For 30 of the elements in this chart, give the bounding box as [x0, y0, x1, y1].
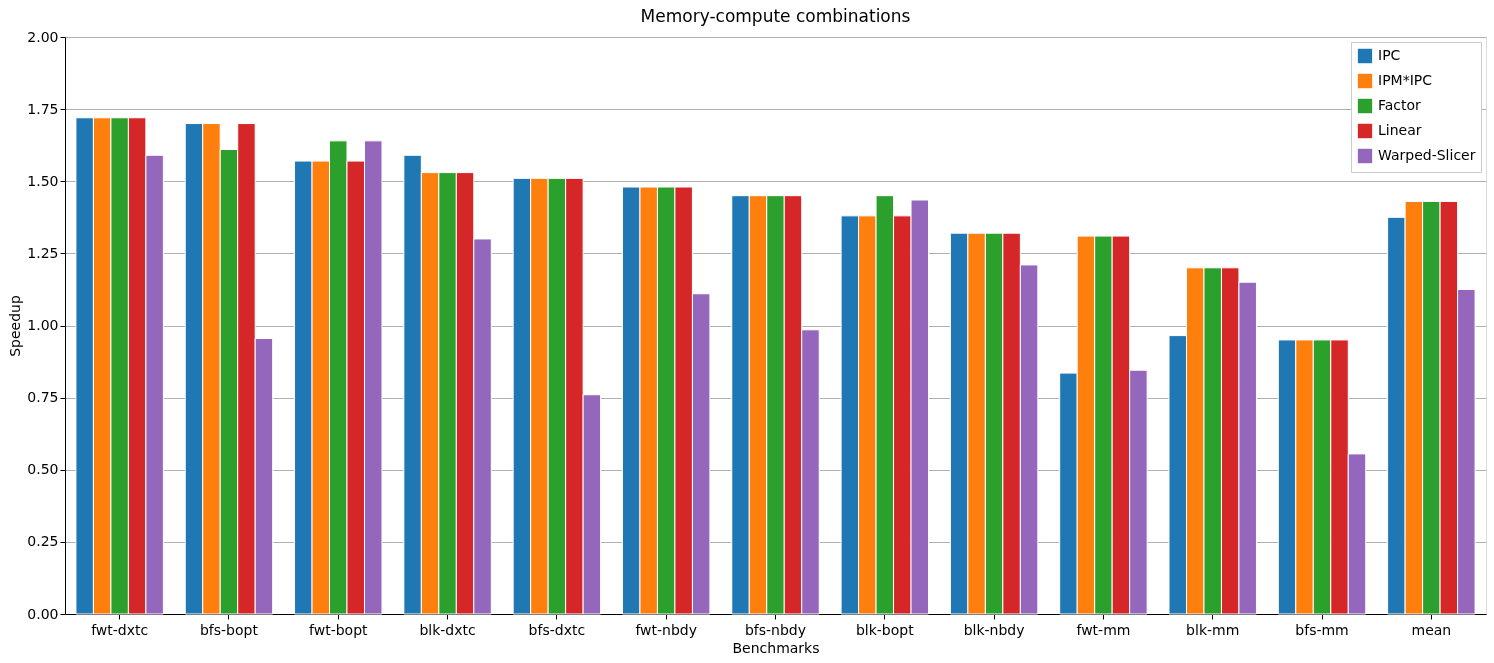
y-tick-label: 1.00	[27, 317, 59, 333]
x-tick-label: blk-dxtc	[419, 621, 476, 638]
x-tick-label: bfs-bopt	[199, 621, 259, 638]
legend-label: Factor	[1378, 97, 1422, 113]
y-tick-label: 1.75	[27, 100, 59, 117]
legend-label: Linear	[1378, 122, 1422, 138]
x-tick-label: blk-bopt	[855, 621, 915, 638]
x-tick-label: mean	[1411, 621, 1452, 638]
x-tick-label: fwt-mm	[1076, 621, 1131, 638]
y-axis-title: Speedup	[7, 295, 24, 357]
legend-label: IPM*IPC	[1378, 72, 1433, 88]
y-tick-label: 0.00	[27, 605, 59, 622]
x-tick-label: blk-mm	[1186, 621, 1240, 638]
x-tick-label: blk-nbdy	[963, 621, 1025, 638]
x-tick-label: bfs-dxtc	[528, 621, 586, 638]
y-tick-label: 0.25	[27, 533, 59, 550]
legend-label: IPC	[1378, 47, 1401, 63]
y-tick-label: 1.25	[27, 244, 59, 261]
x-tick-label: fwt-nbdy	[635, 621, 697, 638]
chart-title: Memory-compute combinations	[640, 6, 911, 26]
x-tick-label: bfs-nbdy	[744, 621, 807, 638]
y-tick-label: 1.50	[27, 172, 59, 189]
x-tick-label: fwt-dxtc	[91, 621, 149, 638]
x-tick-label: bfs-mm	[1295, 621, 1349, 638]
y-tick-label: 0.50	[27, 461, 59, 478]
legend-label: Warped-Slicer	[1378, 147, 1476, 163]
y-tick-label: 0.75	[27, 389, 59, 406]
y-tick-label: 2.00	[27, 28, 59, 45]
x-axis-title: Benchmarks	[732, 639, 820, 656]
x-tick-label: fwt-bopt	[309, 621, 369, 638]
